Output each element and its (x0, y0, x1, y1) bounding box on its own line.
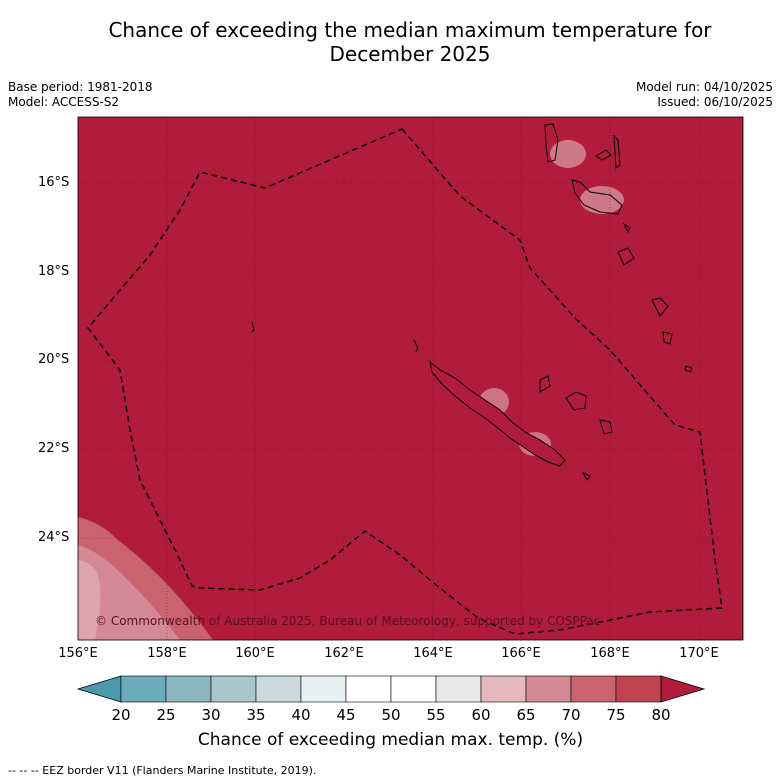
colorbar-tick-25: 25 (156, 706, 176, 724)
lon-label-164e: 164°E (413, 646, 453, 661)
lon-label-158e: 158°E (147, 646, 187, 661)
colorbar-tick-60: 60 (471, 706, 491, 724)
lat-label-22s: 22°S (38, 441, 70, 456)
vanuatu-islands (544, 123, 693, 373)
grid-lines (78, 117, 743, 640)
lat-label-18s: 18°S (38, 264, 70, 279)
light-patch-vanuatu (580, 186, 624, 214)
colorbar-tick-70: 70 (561, 706, 581, 724)
colorbar-bin-50-55 (390, 675, 437, 703)
map-frame (77, 116, 744, 641)
map-background (78, 117, 743, 640)
colorbar-tick-30: 30 (201, 706, 221, 724)
model-name: Model: ACCESS-S2 (8, 95, 120, 109)
lon-label-168e: 168°E (590, 646, 630, 661)
map-title: Chance of exceeding the median maximum t… (60, 18, 760, 66)
lon-label-162e: 162°E (324, 646, 364, 661)
colorbar-tick-35: 35 (246, 706, 266, 724)
eez-border (87, 128, 723, 635)
colorbar-extend-high (660, 675, 706, 703)
colorbar-tick-55: 55 (426, 706, 446, 724)
lon-label-156e: 156°E (58, 646, 98, 661)
colorbar-bin-60-65 (480, 675, 527, 703)
probability-band-65 (78, 560, 101, 640)
isle-of-pines (581, 471, 591, 481)
colorbar-bin-25-30 (165, 675, 212, 703)
base-period: Base period: 1981-2018 (8, 80, 153, 94)
copyright-notice: © Commonwealth of Australia 2025, Bureau… (95, 614, 601, 628)
colorbar-bin-65-70 (525, 675, 572, 703)
colorbar-bin-75-80 (615, 675, 662, 703)
colorbar-bin-35-40 (255, 675, 302, 703)
lat-label-24s: 24°S (38, 530, 70, 545)
title-line-2: December 2025 (329, 42, 491, 66)
colorbar-bin-20-25 (120, 675, 167, 703)
colorbar-bin-45-50 (345, 675, 392, 703)
lat-label-20s: 20°S (38, 352, 70, 367)
issued-date: Issued: 06/10/2025 (657, 95, 773, 109)
loyalty-islands (539, 375, 613, 435)
title-line-1: Chance of exceeding the median maximum t… (108, 18, 712, 42)
colorbar-extend-low (76, 675, 122, 703)
probability-band-70 (78, 545, 180, 640)
lat-label-16s: 16°S (38, 175, 70, 190)
colorbar-tick-50: 50 (381, 706, 401, 724)
colorbar-tick-20: 20 (111, 706, 131, 724)
new-caledonia-island (429, 360, 566, 467)
chesterfield-islands (251, 321, 255, 333)
colorbar-bin-55-60 (435, 675, 482, 703)
colorbar-bin-30-35 (210, 675, 257, 703)
lon-label-160e: 160°E (235, 646, 275, 661)
colorbar-tick-40: 40 (291, 706, 311, 724)
lon-label-166e: 166°E (501, 646, 541, 661)
colorbar-bin-40-45 (300, 675, 347, 703)
colorbar-tick-75: 75 (606, 706, 626, 724)
colorbar-tick-80: 80 (651, 706, 671, 724)
eez-legend-note: -- -- -- EEZ border V11 (Flanders Marine… (8, 764, 317, 777)
colorbar (76, 675, 706, 703)
meta-right: Model run: 04/10/2025 Issued: 06/10/2025 (636, 80, 773, 110)
light-patch-north (550, 140, 586, 168)
colorbar-bin-70-75 (570, 675, 617, 703)
meta-left: Base period: 1981-2018 Model: ACCESS-S2 (8, 80, 153, 110)
colorbar-tick-45: 45 (336, 706, 356, 724)
model-run: Model run: 04/10/2025 (635, 80, 773, 94)
lon-label-170e: 170°E (679, 646, 719, 661)
colorbar-title: Chance of exceeding median max. temp. (%… (197, 730, 584, 750)
colorbar-tick-65: 65 (516, 706, 536, 724)
belep-islands (413, 339, 419, 353)
